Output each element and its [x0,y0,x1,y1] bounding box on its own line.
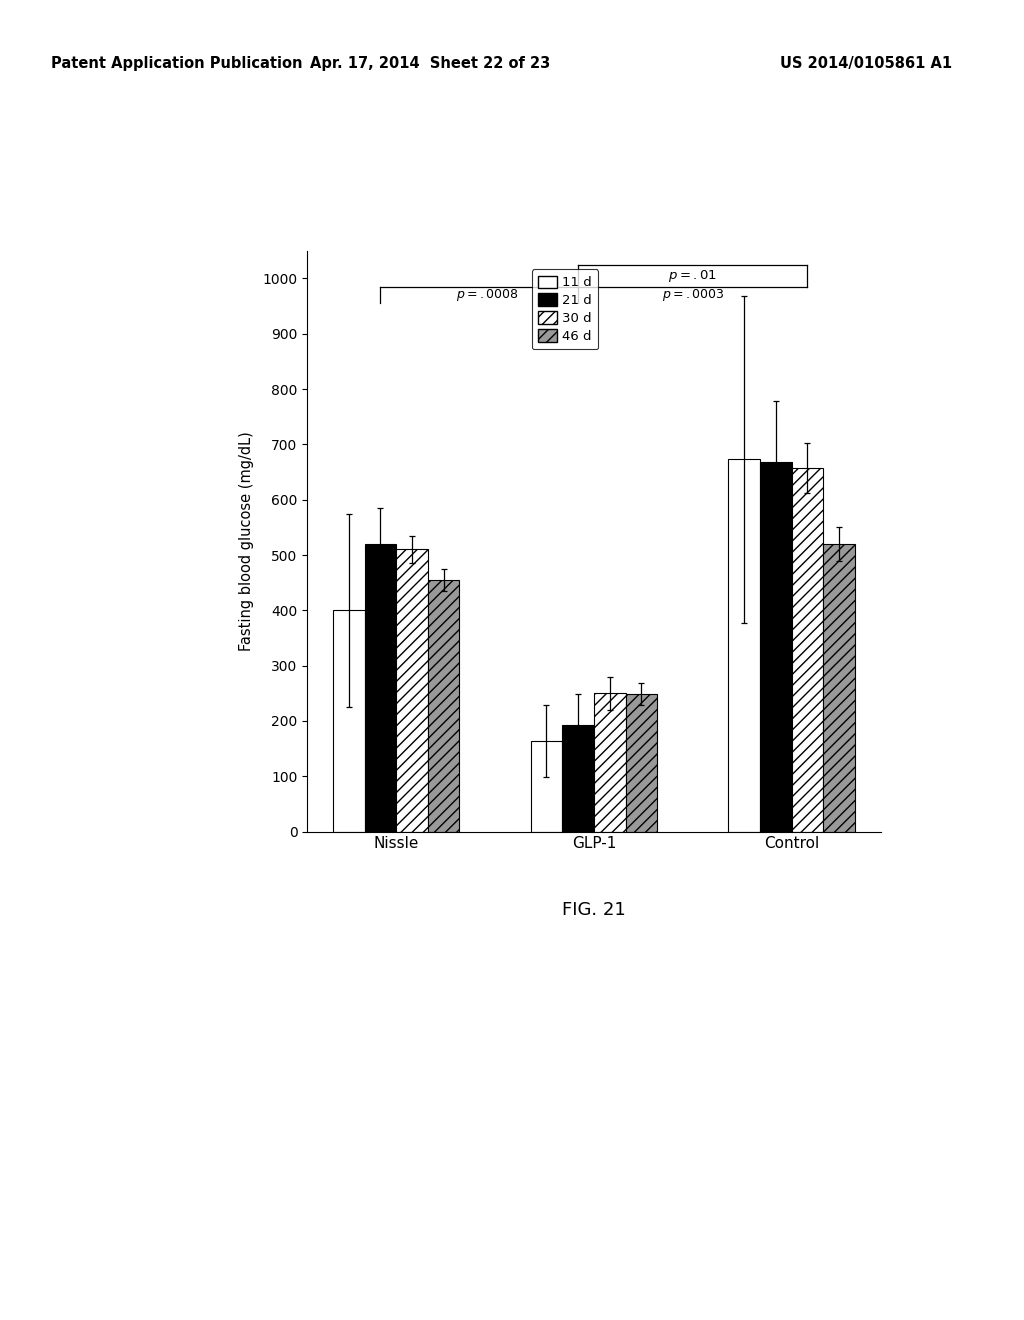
Bar [728,459,760,832]
Bar [530,742,562,832]
Bar [626,694,657,832]
Text: $p=.01$: $p=.01$ [669,268,718,284]
Bar [428,579,460,832]
Bar [792,467,823,832]
Bar [760,462,792,832]
Bar [396,549,428,832]
Legend: 11 d, 21 d, 30 d, 46 d: 11 d, 21 d, 30 d, 46 d [531,269,598,350]
Bar [333,610,365,832]
Y-axis label: Fasting blood glucose (mg/dL): Fasting blood glucose (mg/dL) [239,432,254,651]
Bar [562,725,594,832]
Bar [823,544,855,832]
Bar [594,693,626,832]
Text: US 2014/0105861 A1: US 2014/0105861 A1 [780,55,952,71]
Text: $p=.0003$: $p=.0003$ [662,286,724,304]
Text: FIG. 21: FIG. 21 [562,902,626,919]
Text: Apr. 17, 2014  Sheet 22 of 23: Apr. 17, 2014 Sheet 22 of 23 [310,55,550,71]
Text: Patent Application Publication: Patent Application Publication [51,55,303,71]
Bar [365,544,396,832]
Text: $p=.0008$: $p=.0008$ [456,286,518,304]
